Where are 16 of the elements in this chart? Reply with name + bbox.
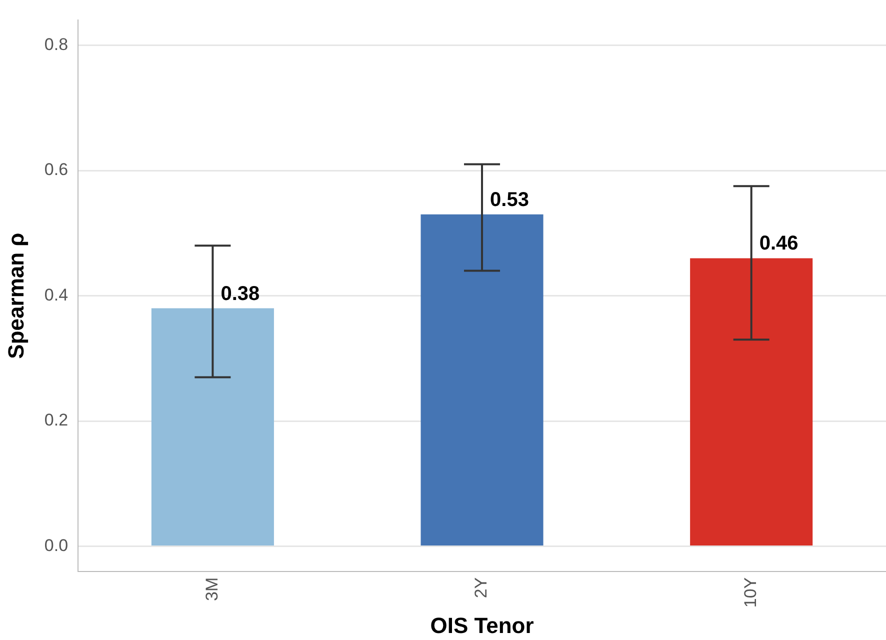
y-axis-title: Spearman ρ xyxy=(3,232,28,359)
x-tick-label: 2Y xyxy=(472,577,491,598)
y-tick-label: 0.8 xyxy=(44,34,68,54)
y-tick-label: 0.2 xyxy=(44,410,68,430)
bar xyxy=(151,308,274,546)
bar xyxy=(420,214,544,546)
data-label: 0.46 xyxy=(759,232,798,255)
x-axis-title: OIS Tenor xyxy=(430,612,534,638)
x-tick-label: 10Y xyxy=(741,577,760,608)
y-tick-label: 0.0 xyxy=(44,536,68,555)
data-label: 0.53 xyxy=(490,188,529,211)
x-tick-label: 3M xyxy=(202,577,222,601)
y-tick-label: 0.4 xyxy=(44,285,68,304)
y-tick-label: 0.6 xyxy=(44,160,68,180)
data-label: 0.38 xyxy=(220,282,260,305)
bar xyxy=(690,258,813,546)
